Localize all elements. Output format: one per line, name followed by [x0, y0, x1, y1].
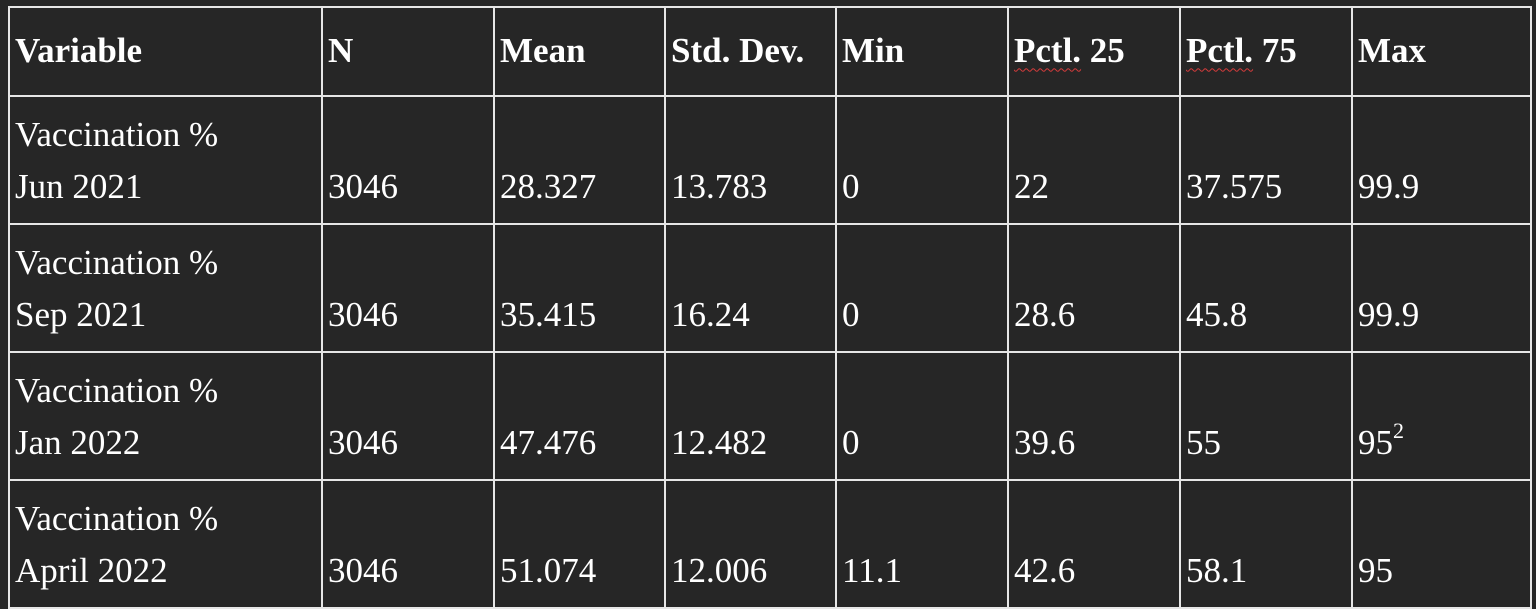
cell-min: 11.1: [835, 479, 1009, 609]
cell-std-dev: 12.482: [664, 351, 837, 481]
cell-max: 95: [1351, 479, 1532, 609]
cell-n: 3046: [321, 479, 495, 609]
header-mean: Mean: [493, 6, 666, 97]
cell-pctl-25: 42.6: [1007, 479, 1181, 609]
variable-line-1: Vaccination %: [15, 371, 219, 410]
cell-pctl-25: 39.6: [1007, 351, 1181, 481]
variable-line-2: Sep 2021: [15, 295, 147, 334]
cell-min: 0: [835, 351, 1009, 481]
table-row: Vaccination % Jan 2022 3046 47.476 12.482…: [8, 351, 1532, 481]
cell-variable: Vaccination % Sep 2021: [8, 223, 323, 353]
header-row: Variable N Mean Std. Dev. Min Pctl. 25 P…: [8, 6, 1532, 97]
table-row: Vaccination % April 2022 3046 51.074 12.0…: [8, 479, 1532, 609]
cell-mean: 47.476: [493, 351, 666, 481]
header-std-dev: Std. Dev.: [664, 6, 837, 97]
variable-line-1: Vaccination %: [15, 243, 219, 282]
cell-pctl-75: 55: [1179, 351, 1353, 481]
header-pctl-25-number: 25: [1081, 30, 1125, 70]
header-pctl-75-number: 75: [1253, 30, 1297, 70]
cell-mean: 51.074: [493, 479, 666, 609]
cell-mean: 28.327: [493, 95, 666, 225]
table-row: Vaccination % Jun 2021 3046 28.327 13.783…: [8, 95, 1532, 225]
max-value: 99.9: [1358, 167, 1420, 206]
cell-max: 99.9: [1351, 95, 1532, 225]
cell-n: 3046: [321, 95, 495, 225]
variable-line-1: Vaccination %: [15, 115, 219, 154]
header-min: Min: [835, 6, 1009, 97]
variable-line-1: Vaccination %: [15, 499, 219, 538]
header-pctl-75: Pctl. 75: [1179, 6, 1353, 97]
cell-max: 952: [1351, 351, 1532, 481]
header-variable: Variable: [8, 6, 323, 97]
table-row: Vaccination % Sep 2021 3046 35.415 16.24 …: [8, 223, 1532, 353]
cell-std-dev: 13.783: [664, 95, 837, 225]
spellcheck-word: Pctl.: [1014, 30, 1082, 70]
cell-n: 3046: [321, 223, 495, 353]
header-max: Max: [1351, 6, 1532, 97]
cell-variable: Vaccination % Jun 2021: [8, 95, 323, 225]
cell-variable: Vaccination % Jan 2022: [8, 351, 323, 481]
summary-statistics-table: Variable N Mean Std. Dev. Min Pctl. 25 P…: [8, 6, 1532, 609]
cell-pctl-75: 58.1: [1179, 479, 1353, 609]
cell-pctl-75: 45.8: [1179, 223, 1353, 353]
cell-mean: 35.415: [493, 223, 666, 353]
cell-std-dev: 16.24: [664, 223, 837, 353]
max-value: 95: [1358, 551, 1393, 590]
header-n: N: [321, 6, 495, 97]
cell-pctl-25: 22: [1007, 95, 1181, 225]
variable-line-2: Jan 2022: [15, 423, 141, 462]
header-pctl-25: Pctl. 25: [1007, 6, 1181, 97]
cell-pctl-25: 28.6: [1007, 223, 1181, 353]
cell-n: 3046: [321, 351, 495, 481]
variable-line-2: Jun 2021: [15, 167, 143, 206]
footnote-marker: 2: [1393, 418, 1404, 443]
cell-max: 99.9: [1351, 223, 1532, 353]
max-value: 99.9: [1358, 295, 1420, 334]
cell-pctl-75: 37.575: [1179, 95, 1353, 225]
spellcheck-word: Pctl.: [1186, 30, 1254, 70]
cell-variable: Vaccination % April 2022: [8, 479, 323, 609]
cell-std-dev: 12.006: [664, 479, 837, 609]
max-value: 95: [1358, 423, 1393, 462]
variable-line-2: April 2022: [15, 551, 168, 590]
cell-min: 0: [835, 223, 1009, 353]
cell-min: 0: [835, 95, 1009, 225]
